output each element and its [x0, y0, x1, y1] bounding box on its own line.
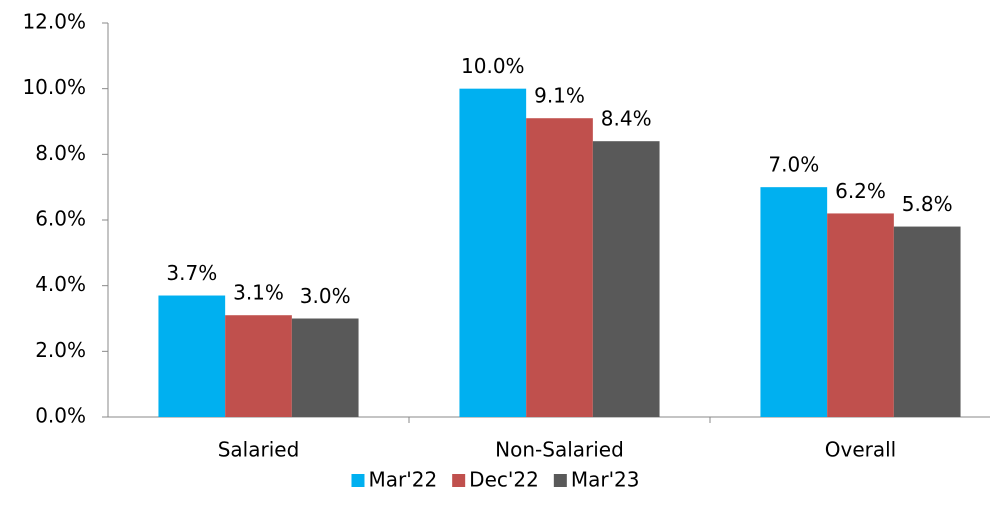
y-tick-label: 12.0%: [22, 10, 86, 34]
legend-label: Mar'22: [368, 468, 437, 492]
legend-label: Mar'23: [571, 468, 640, 492]
bar: [291, 318, 359, 417]
value-label: 3.0%: [300, 284, 351, 308]
y-tick-label: 8.0%: [35, 141, 86, 165]
bar: [827, 213, 894, 417]
bar: [158, 295, 226, 417]
y-tick-label: 6.0%: [35, 207, 86, 231]
x-tick-label: Non-Salaried: [495, 438, 624, 462]
y-tick-label: 4.0%: [35, 272, 86, 296]
value-label: 3.7%: [166, 261, 217, 285]
x-tick-label: Overall: [825, 438, 896, 462]
value-label: 6.2%: [835, 179, 886, 203]
value-label: 7.0%: [768, 153, 819, 177]
value-label: 10.0%: [461, 54, 525, 78]
value-label: 5.8%: [902, 192, 953, 216]
value-label: 8.4%: [601, 107, 652, 131]
x-tick-label: Salaried: [218, 438, 300, 462]
bar: [592, 141, 660, 417]
legend-swatch: [553, 474, 567, 487]
legend-swatch: [452, 474, 466, 487]
legend-label: Dec'22: [469, 468, 539, 492]
bar: [760, 187, 828, 417]
y-tick-label: 2.0%: [35, 338, 86, 362]
value-label: 3.1%: [233, 281, 284, 305]
bar: [225, 315, 292, 417]
y-tick-label: 10.0%: [22, 75, 86, 99]
legend-swatch: [351, 474, 365, 487]
bar: [893, 226, 961, 417]
value-label: 9.1%: [534, 84, 585, 108]
y-tick-label: 0.0%: [35, 404, 86, 428]
bar: [459, 88, 527, 418]
bar: [526, 118, 593, 417]
